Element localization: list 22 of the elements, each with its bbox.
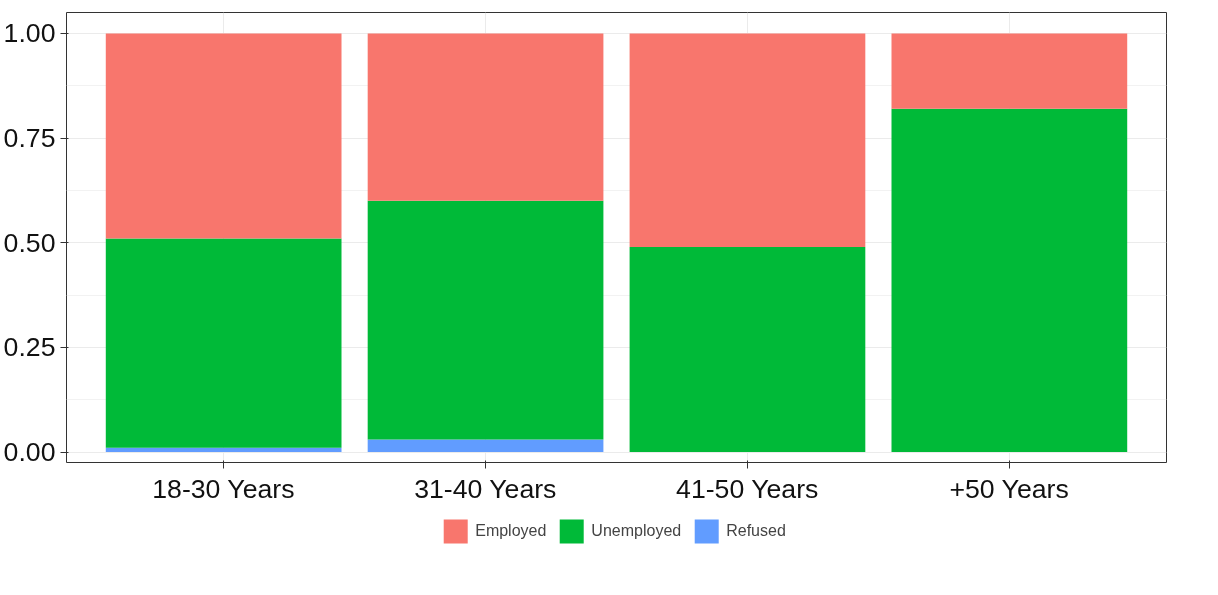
legend-label: Employed: [475, 522, 547, 540]
y-tick-label: 0.75: [3, 123, 56, 154]
x-tick-label: +50 Years: [949, 473, 1069, 504]
y-tick-label: 0.00: [3, 437, 56, 468]
legend-label: Unemployed: [591, 522, 682, 540]
y-tick-label: 0.50: [3, 227, 56, 258]
bar: [105, 33, 342, 239]
y-tick-label: 1.00: [3, 18, 56, 49]
bar: [367, 200, 604, 440]
bar: [367, 439, 604, 453]
bar: [367, 33, 604, 201]
x-tick-label: 31-40 Years: [414, 473, 557, 504]
bar: [629, 246, 866, 453]
x-tick-label: 18-30 Years: [152, 473, 295, 504]
y-tick-label: 0.25: [3, 332, 56, 363]
bar: [105, 447, 342, 453]
bar: [891, 108, 1128, 453]
bar: [105, 238, 342, 448]
bar: [891, 33, 1128, 109]
x-tick-label: 41-50 Years: [676, 473, 819, 504]
legend-label: Refused: [726, 522, 786, 540]
bar: [629, 33, 866, 247]
